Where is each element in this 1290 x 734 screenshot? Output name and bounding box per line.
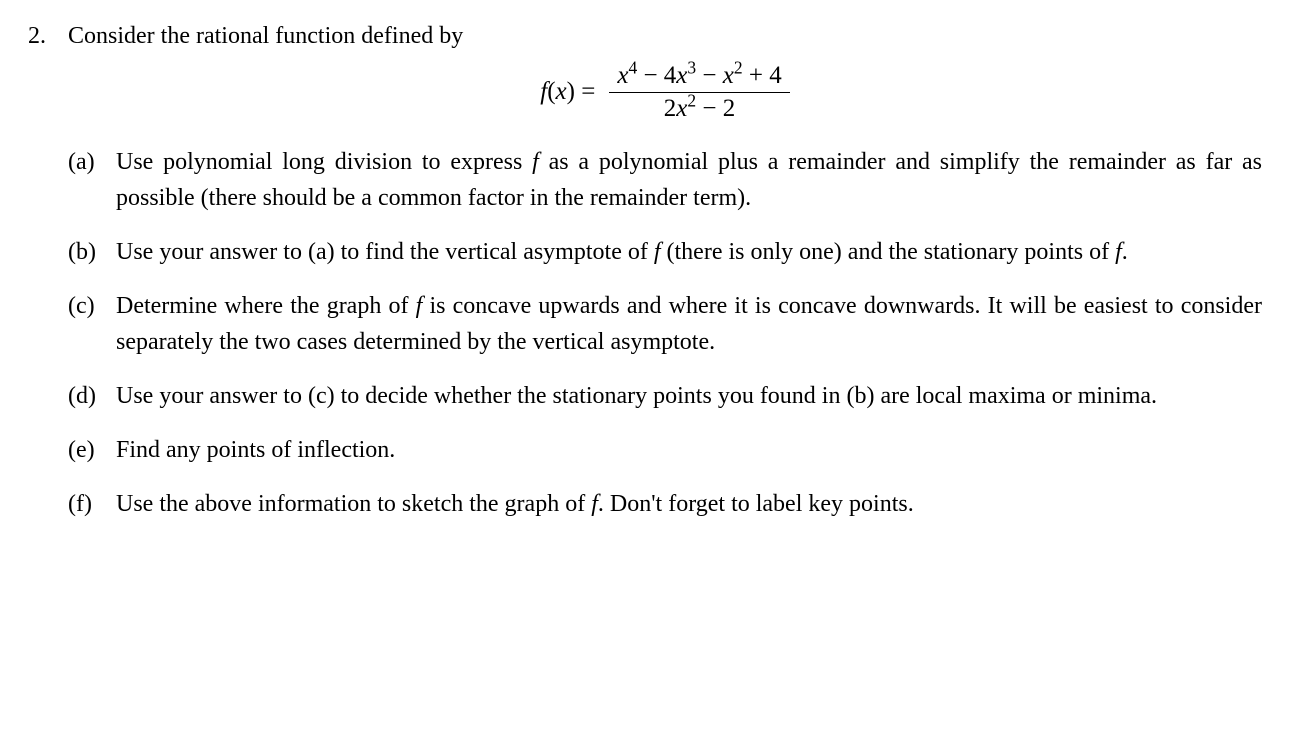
subpart: (f) Use the above information to sketch t… [68,486,1262,522]
equation: f(x) = x4 − 4x3 − x2 + 4 2x2 − 2 [68,62,1262,122]
subpart-label: (c) [68,288,106,324]
subpart-text: Use polynomial long division to express … [116,144,1262,216]
equation-denominator: 2x2 − 2 [609,93,789,123]
subpart-label: (e) [68,432,106,468]
subpart-label: (b) [68,234,106,270]
parts-list: (a) Use polynomial long division to expre… [68,144,1262,522]
equation-lhs: f(x) = [540,73,595,111]
subpart: (c) Determine where the graph of f is con… [68,288,1262,360]
subpart-text: Use your answer to (a) to find the verti… [116,234,1262,270]
subpart-text: Use the above information to sketch the … [116,486,1262,522]
subpart-text: Determine where the graph of f is concav… [116,288,1262,360]
equation-fraction: x4 − 4x3 − x2 + 4 2x2 − 2 [609,62,789,122]
subpart: (e) Find any points of inflection. [68,432,1262,468]
subpart-text: Use your answer to (c) to decide whether… [116,378,1262,414]
subpart-text: Find any points of inflection. [116,432,1262,468]
subpart: (b) Use your answer to (a) to find the ve… [68,234,1262,270]
problem-intro: Consider the rational function defined b… [68,18,1262,54]
problem-container: 2. Consider the rational function define… [28,18,1262,540]
subpart-label: (a) [68,144,106,180]
problem-number: 2. [28,18,56,54]
problem-body: Consider the rational function defined b… [68,18,1262,540]
subpart-label: (f) [68,486,106,522]
subpart-label: (d) [68,378,106,414]
equation-numerator: x4 − 4x3 − x2 + 4 [609,62,789,93]
subpart: (a) Use polynomial long division to expre… [68,144,1262,216]
subpart: (d) Use your answer to (c) to decide whet… [68,378,1262,414]
